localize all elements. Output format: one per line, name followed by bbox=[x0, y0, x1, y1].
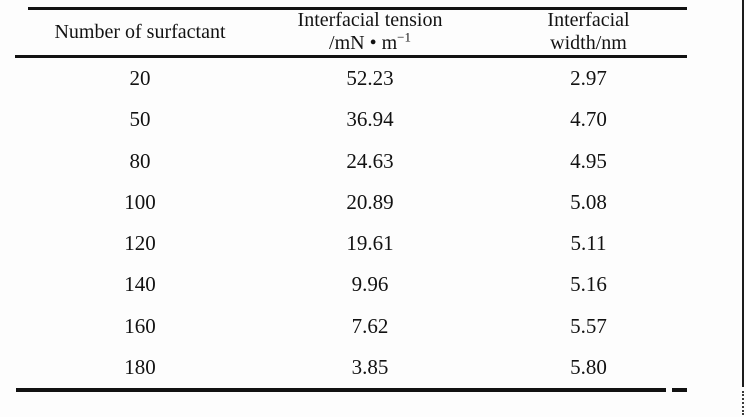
cell-surfactant-count: 100 bbox=[124, 189, 156, 214]
cell-surfactant-count: 80 bbox=[129, 148, 151, 173]
cell-interfacial-tension: 19.61 bbox=[346, 231, 394, 256]
scan-artifact-dashes bbox=[742, 391, 744, 415]
cell-interfacial-tension: 3.85 bbox=[351, 354, 389, 379]
cell-surfactant-count: 120 bbox=[124, 231, 156, 256]
column-header-interfacial-width: Interfacial width/nm bbox=[490, 9, 687, 55]
cell-interfacial-tension: 36.94 bbox=[346, 107, 394, 132]
table-row: 100 20.89 5.08 bbox=[30, 182, 687, 223]
column-header-unit: /mN • m−1 bbox=[329, 29, 411, 55]
column-header-label: Interfacial tension bbox=[297, 9, 443, 31]
cell-interfacial-width: 5.16 bbox=[570, 272, 607, 297]
cell-interfacial-width: 4.70 bbox=[570, 107, 607, 132]
cell-surfactant-count: 180 bbox=[124, 354, 156, 379]
unit-base: /mN • m bbox=[329, 32, 398, 54]
cell-surfactant-count: 20 bbox=[129, 66, 151, 91]
column-header-label: Number of surfactant bbox=[54, 20, 226, 43]
table-row: 20 52.23 2.97 bbox=[30, 58, 687, 99]
cell-interfacial-tension: 7.62 bbox=[351, 313, 389, 338]
cell-interfacial-tension: 20.89 bbox=[346, 189, 394, 214]
cell-surfactant-count: 160 bbox=[124, 313, 156, 338]
unit-exponent: −1 bbox=[397, 29, 411, 45]
table-row: 80 24.63 4.95 bbox=[30, 141, 687, 182]
cell-surfactant-count: 140 bbox=[124, 272, 156, 297]
column-header-interfacial-tension: Interfacial tension /mN • m−1 bbox=[250, 9, 490, 55]
table-row: 160 7.62 5.57 bbox=[30, 306, 687, 347]
table-top-rule bbox=[28, 7, 687, 10]
cell-interfacial-width: 5.08 bbox=[570, 189, 607, 214]
table-body: 20 52.23 2.97 50 36.94 4.70 80 24.63 4.9… bbox=[0, 58, 687, 388]
table-row: 50 36.94 4.70 bbox=[30, 99, 687, 140]
cell-interfacial-width: 5.11 bbox=[570, 231, 607, 256]
table-row: 120 19.61 5.11 bbox=[30, 223, 687, 264]
table-header-rule bbox=[15, 55, 687, 58]
table-row: 140 9.96 5.16 bbox=[30, 264, 687, 305]
cell-interfacial-tension: 52.23 bbox=[346, 66, 394, 91]
column-header-label: Interfacial bbox=[547, 9, 630, 31]
table-header-row: Number of surfactant Interfacial tension… bbox=[0, 9, 687, 55]
cell-surfactant-count: 50 bbox=[129, 107, 151, 132]
cell-interfacial-width: 5.57 bbox=[570, 313, 607, 338]
column-header-surfactant-count: Number of surfactant bbox=[30, 9, 250, 55]
cell-interfacial-width: 5.80 bbox=[570, 354, 607, 379]
table-row: 180 3.85 5.80 bbox=[30, 347, 687, 388]
page-edge-line bbox=[742, 0, 744, 387]
cell-interfacial-tension: 24.63 bbox=[346, 148, 394, 173]
cell-interfacial-tension: 9.96 bbox=[351, 272, 389, 297]
scan-gap-artifact bbox=[666, 388, 672, 392]
column-header-unit: width/nm bbox=[550, 32, 627, 54]
table-bottom-rule bbox=[16, 388, 687, 392]
cell-interfacial-width: 2.97 bbox=[570, 66, 607, 91]
cell-interfacial-width: 4.95 bbox=[570, 148, 607, 173]
